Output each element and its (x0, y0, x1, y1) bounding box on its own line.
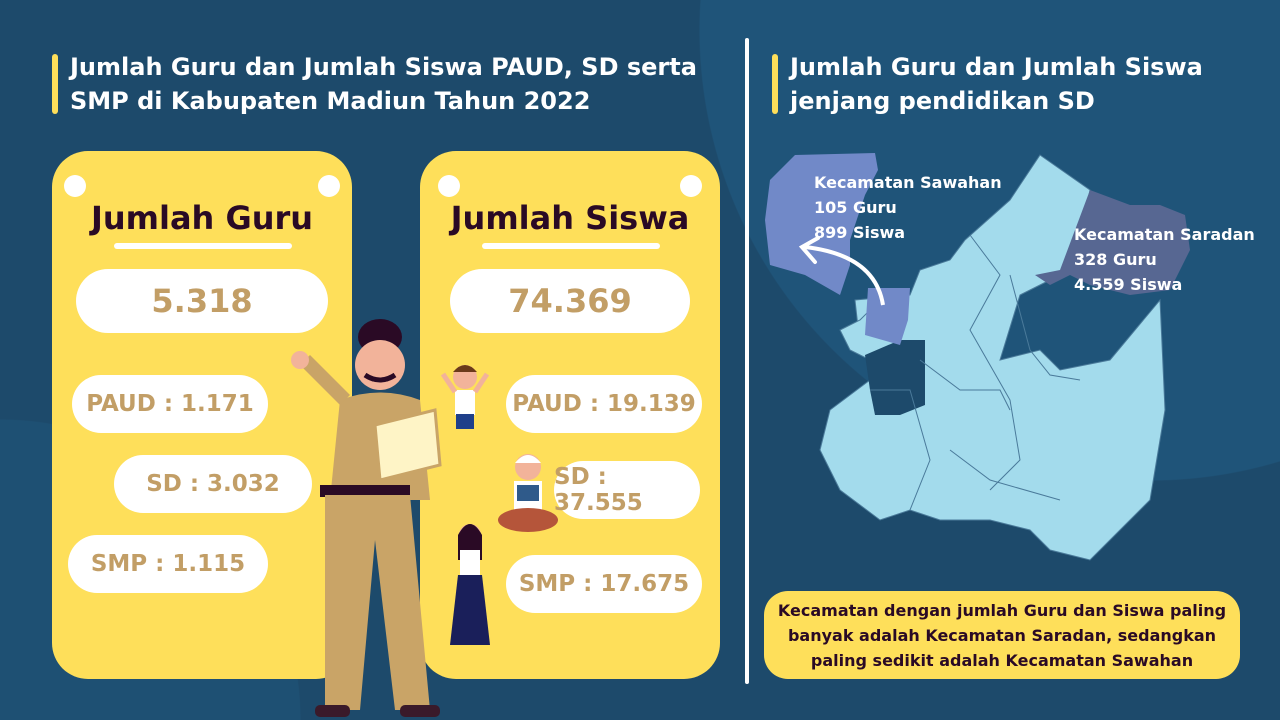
sawahan-guru: 105 Guru (814, 198, 897, 217)
saradan-siswa: 4.559 Siswa (1074, 275, 1183, 294)
map-region-saradan (1035, 190, 1190, 295)
guru-card: Jumlah Guru 5.318 PAUD : 1.171 SD : 3.03… (52, 151, 352, 679)
summary-note: Kecamatan dengan jumlah Guru dan Siswa p… (764, 591, 1240, 679)
left-title: Jumlah Guru dan Jumlah Siswa PAUD, SD se… (52, 50, 732, 118)
left-title-line1: Jumlah Guru dan Jumlah Siswa PAUD, SD se… (70, 53, 697, 81)
map-region-sawahan-east (865, 288, 910, 345)
saradan-label: Kecamatan Saradan 328 Guru 4.559 Siswa (1074, 222, 1255, 297)
right-title: Jumlah Guru dan Jumlah Siswa jenjang pen… (772, 50, 1252, 118)
sawahan-name: Kecamatan Sawahan (814, 173, 1002, 192)
arrow-head-icon (798, 236, 820, 264)
siswa-total: 74.369 (450, 269, 690, 333)
map-region-hole (865, 340, 925, 415)
guru-total: 5.318 (76, 269, 328, 333)
student-girl-illustration (450, 524, 490, 645)
card-hole (318, 175, 340, 197)
sawahan-siswa: 899 Siswa (814, 223, 906, 242)
left-title-line2: SMP di Kabupaten Madiun Tahun 2022 (70, 87, 591, 115)
student-reading-illustration (498, 454, 558, 532)
guru-heading: Jumlah Guru (90, 199, 314, 237)
card-hole (64, 175, 86, 197)
heading-underline (114, 243, 292, 249)
teacher-illustration (291, 319, 442, 717)
siswa-heading: Jumlah Siswa (450, 199, 690, 237)
student-boy-illustration (440, 365, 490, 429)
guru-sd: SD : 3.032 (114, 455, 312, 513)
saradan-name: Kecamatan Saradan (1074, 225, 1255, 244)
siswa-smp: SMP : 17.675 (506, 555, 702, 613)
card-hole (680, 175, 702, 197)
saradan-guru: 328 Guru (1074, 250, 1157, 269)
guru-paud: PAUD : 1.171 (72, 375, 268, 433)
divider (745, 38, 749, 684)
right-title-line1: Jumlah Guru dan Jumlah Siswa (790, 53, 1203, 81)
siswa-sd: SD : 37.555 (554, 461, 700, 519)
arrow-icon (804, 245, 885, 306)
siswa-paud: PAUD : 19.139 (506, 375, 702, 433)
guru-smp: SMP : 1.115 (68, 535, 268, 593)
sawahan-label: Kecamatan Sawahan 105 Guru 899 Siswa (814, 170, 1002, 245)
card-hole (438, 175, 460, 197)
summary-note-text: Kecamatan dengan jumlah Guru dan Siswa p… (777, 600, 1227, 670)
heading-underline (482, 243, 660, 249)
right-title-line2: jenjang pendidikan SD (790, 87, 1095, 115)
madiun-map (765, 153, 1190, 561)
